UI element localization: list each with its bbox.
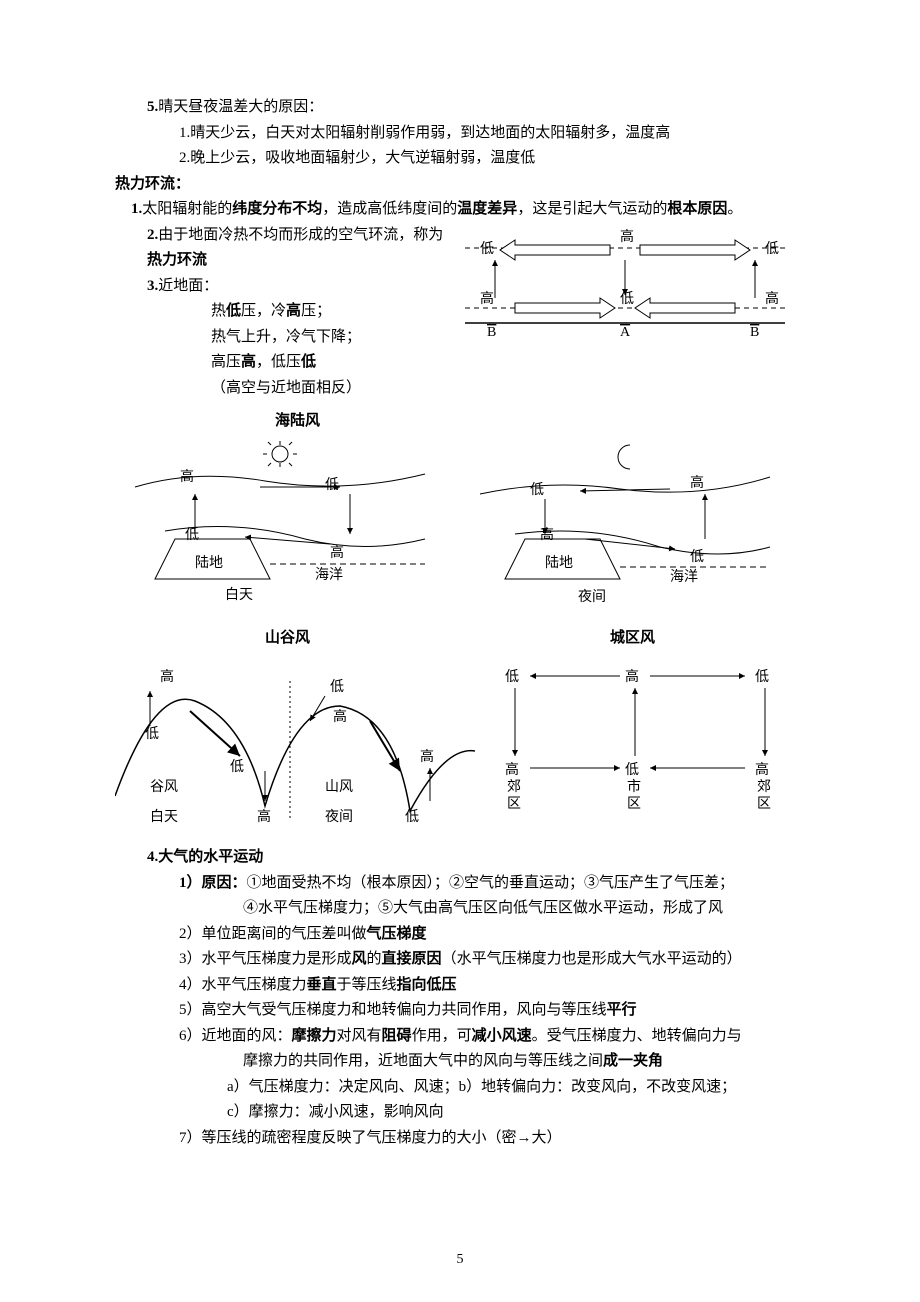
thermal-p3-l2: 热气上升，冷气下降； [115, 325, 445, 351]
section-5: 5.晴天昼夜温差大的原因： [115, 95, 805, 121]
s4-r4: 4）水平气压梯度力垂直于等压线指向低压 [115, 973, 805, 999]
svg-text:高: 高 [620, 228, 634, 245]
valley-urban-row: 高 低 低 高 谷风 白天 低 高 高 低 山风 夜间 [115, 656, 805, 846]
svg-text:低: 低 [505, 669, 519, 685]
thermal-p3-l1: 热低压，冷高压； [115, 299, 445, 325]
svg-text:低: 低 [230, 759, 244, 775]
svg-text:B: B [750, 325, 759, 340]
svg-text:高: 高 [755, 761, 769, 778]
thermal-p1: 1.太阳辐射能的纬度分布不均，造成高低纬度间的温度差异，这是引起大气运动的根本原… [115, 197, 805, 223]
svg-text:高: 高 [160, 668, 174, 685]
svg-text:山风: 山风 [325, 779, 353, 795]
svg-text:高: 高 [330, 544, 344, 561]
valley-diagram: 高 低 低 高 谷风 白天 低 高 高 低 山风 夜间 [115, 656, 475, 836]
s5-num: 5. [147, 99, 158, 115]
svg-text:低: 低 [405, 809, 419, 825]
svg-text:低: 低 [185, 527, 199, 543]
svg-text:低: 低 [325, 477, 339, 493]
circulation-diagram: 低 高 低 高 低 高 B A B [445, 223, 805, 343]
sealand-day-diagram: 高 低 低 高 陆地 海洋 白天 [115, 439, 445, 609]
sealand-title: 海陆风 [275, 409, 805, 435]
sealand-night-diagram: 低 高 高 低 陆地 海洋 夜间 [460, 439, 790, 609]
svg-text:陆地: 陆地 [195, 555, 223, 571]
s4-r6d: c）摩擦力：减小风速，影响风向 [115, 1100, 805, 1126]
thermal-p3-l3: 高压高，低压低 [115, 350, 445, 376]
thermal-p2: 2.由于地面冷热不均而形成的空气环流，称为热力环流 [115, 223, 445, 274]
urban-col-m1: 市 [627, 778, 641, 795]
s4-r1: 1）原因：①地面受热不均（根本原因）；②空气的垂直运动；③气压产生了气压差； [115, 871, 805, 897]
valley-urban-titles: 山谷风 城区风 [115, 618, 805, 656]
s4-r7: 7）等压线的疏密程度反映了气压梯度力的大小（密→大） [115, 1126, 805, 1152]
urban-diagram: 低 高 低 高 低 高 郊 区 市 区 郊 区 [475, 656, 795, 836]
svg-text:谷风: 谷风 [150, 779, 178, 795]
svg-text:低: 低 [620, 291, 634, 307]
s4-r1b: ④水平气压梯度力；⑤大气由高气压区向低气压区做水平运动，形成了风 [115, 896, 805, 922]
svg-text:高: 高 [625, 668, 639, 685]
s5-title: 晴天昼夜温差大的原因： [158, 99, 323, 115]
svg-text:低: 低 [690, 549, 704, 565]
svg-text:低: 低 [755, 669, 769, 685]
urban-col-m2: 区 [627, 796, 641, 812]
s4-r6a: 6）近地面的风：摩擦力对风有阻碍作用，可减小风速。受气压梯度力、地转偏向力与 [115, 1024, 805, 1050]
urban-col-l2: 区 [507, 796, 521, 812]
svg-text:海洋: 海洋 [670, 569, 698, 585]
urban-col-r2: 区 [757, 796, 771, 812]
svg-text:高: 高 [540, 526, 554, 543]
svg-text:低: 低 [765, 241, 779, 257]
sealand-row: 高 低 低 高 陆地 海洋 白天 [115, 439, 805, 619]
svg-text:高: 高 [480, 290, 494, 307]
svg-text:高: 高 [257, 808, 271, 825]
svg-text:海洋: 海洋 [315, 567, 343, 583]
svg-text:白天: 白天 [150, 809, 178, 825]
svg-text:高: 高 [333, 708, 347, 725]
svg-text:B: B [487, 325, 496, 340]
svg-text:高: 高 [505, 761, 519, 778]
thermal-p3: 3.近地面： [115, 274, 445, 300]
svg-text:陆地: 陆地 [545, 555, 573, 571]
s4-r5: 5）高空大气受气压梯度力和地转偏向力共同作用，风向与等压线平行 [115, 998, 805, 1024]
svg-text:低: 低 [480, 241, 494, 257]
document-page: 5.晴天昼夜温差大的原因： 1.晴天少云，白天对太阳辐射削弱作用弱，到达地面的太… [0, 0, 920, 1302]
svg-text:白天: 白天 [225, 587, 253, 603]
s4-r2: 2）单位距离间的气压差叫做气压梯度 [115, 922, 805, 948]
page-number: 5 [0, 1248, 920, 1272]
svg-text:高: 高 [180, 468, 194, 485]
svg-text:低: 低 [625, 762, 639, 778]
svg-text:高: 高 [420, 748, 434, 765]
svg-text:低: 低 [330, 679, 344, 695]
urban-col-l1: 郊 [507, 778, 521, 795]
svg-text:高: 高 [765, 290, 779, 307]
s5-p2: 2.晚上少云，吸收地面辐射少，大气逆辐射弱，温度低 [115, 146, 805, 172]
thermal-p3-l4: （高空与近地面相反） [115, 376, 445, 402]
svg-text:夜间: 夜间 [325, 809, 353, 825]
urban-col-r1: 郊 [757, 778, 771, 795]
svg-text:A: A [620, 325, 631, 340]
section-4: 4.大气的水平运动 [115, 845, 805, 871]
s4-r3: 3）水平气压梯度力是形成风的直接原因（水平气压梯度力也是形成大气水平运动的） [115, 947, 805, 973]
valley-title: 山谷风 [115, 626, 460, 652]
thermal-header: 热力环流： [115, 172, 805, 198]
s5-p1: 1.晴天少云，白天对太阳辐射削弱作用弱，到达地面的太阳辐射多，温度高 [115, 121, 805, 147]
s4-r6c: a）气压梯度力：决定风向、风速；b）地转偏向力：改变风向，不改变风速； [115, 1075, 805, 1101]
svg-text:夜间: 夜间 [578, 589, 606, 605]
svg-text:低: 低 [530, 482, 544, 498]
s4-r6b: 摩擦力的共同作用，近地面大气中的风向与等压线之间成一夹角 [115, 1049, 805, 1075]
urban-title: 城区风 [460, 626, 805, 652]
thermal-row: 2.由于地面冷热不均而形成的空气环流，称为热力环流 3.近地面： 热低压，冷高压… [115, 223, 805, 402]
svg-text:高: 高 [690, 474, 704, 491]
svg-text:低: 低 [145, 726, 159, 742]
